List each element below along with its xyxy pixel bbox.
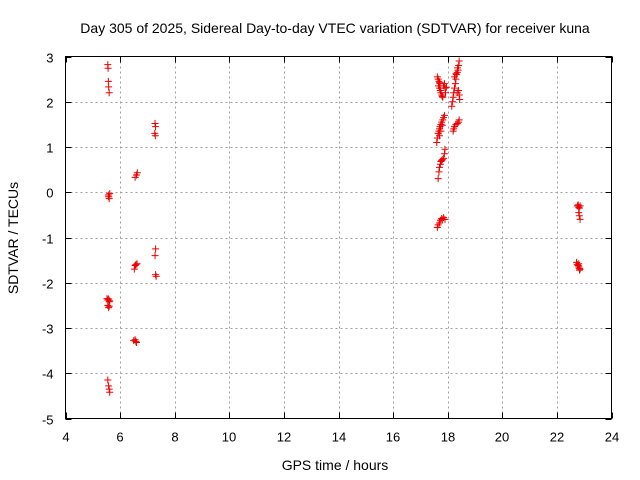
data-point (453, 89, 461, 97)
data-point (131, 262, 139, 270)
data-point (434, 221, 442, 229)
x-tick-label: 20 (495, 430, 509, 445)
y-axis-label: SDTVAR / TECUs (5, 182, 21, 294)
data-point (433, 138, 441, 146)
data-point (152, 271, 160, 279)
data-point (434, 175, 442, 183)
data-point (455, 116, 463, 124)
y-tick-label: -3 (42, 322, 54, 337)
data-point (436, 132, 444, 140)
data-point (133, 169, 141, 177)
data-point (106, 297, 114, 305)
y-tick-label: -1 (42, 232, 54, 247)
data-point (442, 83, 450, 91)
data-point (130, 265, 138, 273)
data-point (105, 195, 113, 203)
data-point (105, 193, 113, 201)
data-point (449, 98, 457, 106)
data-point (440, 150, 448, 158)
data-point (439, 93, 447, 101)
data-point (438, 121, 446, 129)
data-point (436, 163, 444, 171)
data-point (105, 89, 113, 97)
data-point (440, 111, 448, 119)
data-point (440, 214, 448, 222)
data-point (151, 252, 159, 260)
data-point (132, 261, 140, 269)
x-tick-label: 16 (386, 430, 400, 445)
data-point (451, 84, 459, 92)
x-tick-label: 14 (332, 430, 346, 445)
x-tick-label: 12 (277, 430, 291, 445)
data-point (152, 245, 160, 253)
y-tick-label: -5 (42, 413, 54, 428)
data-point (454, 64, 462, 72)
data-point (106, 190, 114, 198)
data-point (105, 83, 113, 91)
data-point (132, 338, 140, 346)
x-tick-label: 22 (550, 430, 564, 445)
data-point (575, 209, 583, 217)
data-point (435, 168, 443, 176)
data-point (449, 93, 457, 101)
y-tick-label: 1 (46, 141, 53, 156)
data-point (106, 388, 114, 396)
x-tick-label: 10 (222, 430, 236, 445)
data-point (441, 215, 449, 223)
chart-title: Day 305 of 2025, Sidereal Day-to-day VTE… (80, 20, 590, 36)
x-tick-label: 8 (171, 430, 178, 445)
data-point (105, 302, 113, 310)
data-point (104, 64, 112, 72)
plot-frame (65, 56, 612, 419)
data-point (455, 57, 463, 65)
data-point (575, 260, 583, 268)
data-point (451, 80, 459, 88)
y-tick-label: -4 (42, 367, 54, 382)
data-point (575, 212, 583, 220)
data-point (451, 73, 459, 81)
data-point (440, 154, 448, 162)
data-point (438, 156, 446, 164)
data-point (133, 260, 141, 268)
y-tick-label: -2 (42, 277, 54, 292)
y-tick-label: 2 (46, 96, 53, 111)
data-point (152, 123, 160, 131)
data-point (576, 215, 584, 223)
data-point (448, 102, 456, 110)
data-point (151, 132, 159, 140)
data-point (438, 92, 446, 100)
x-tick-label: 4 (62, 430, 69, 445)
data-point (105, 385, 113, 393)
data-points (103, 57, 584, 396)
data-point (105, 382, 113, 390)
data-point (576, 266, 584, 274)
data-point (453, 119, 461, 127)
y-tick-label: 0 (46, 186, 53, 201)
data-point (576, 202, 584, 210)
x-tick-label: 6 (116, 430, 123, 445)
data-point (132, 338, 140, 346)
data-point (456, 95, 464, 103)
axis-ticks (65, 56, 613, 420)
data-point (440, 80, 448, 88)
y-tick-label: 3 (46, 51, 53, 66)
data-point (441, 84, 449, 92)
grid-lines (65, 56, 612, 419)
x-tick-label: 24 (605, 430, 619, 445)
x-axis-label: GPS time / hours (282, 457, 389, 473)
data-point (152, 272, 160, 280)
data-point (104, 376, 112, 384)
data-point (105, 304, 113, 312)
data-point (442, 89, 450, 97)
data-point (576, 265, 584, 273)
data-point (437, 127, 445, 135)
data-point (452, 70, 460, 78)
data-point (441, 145, 449, 153)
x-tick-label: 18 (441, 430, 455, 445)
data-point (151, 119, 159, 127)
